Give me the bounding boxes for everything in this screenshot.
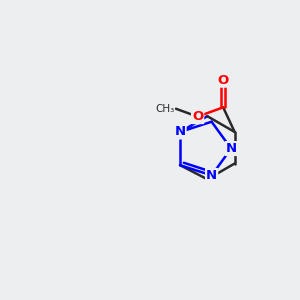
Text: O: O (218, 74, 229, 87)
Text: N: N (175, 125, 186, 139)
Text: N: N (226, 142, 237, 155)
Text: N: N (206, 169, 217, 182)
Text: CH₃: CH₃ (155, 104, 175, 114)
Text: O: O (192, 110, 203, 123)
